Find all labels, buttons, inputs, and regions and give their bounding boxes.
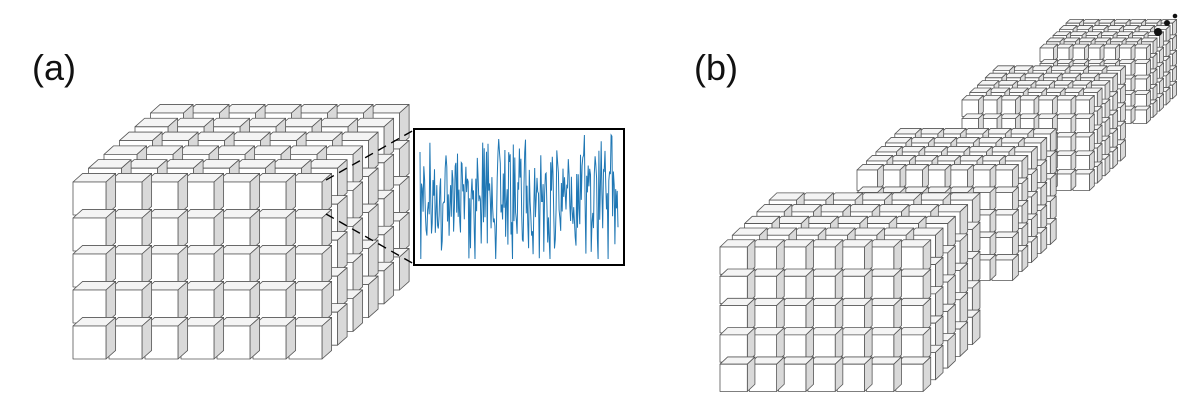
cube: [961, 95, 984, 117]
cube: [998, 95, 1021, 117]
cube: [1086, 43, 1105, 62]
cube: [1101, 43, 1120, 62]
data-cube-a: [72, 104, 410, 360]
cube: [252, 209, 297, 252]
cube: [252, 317, 297, 360]
cube: [1132, 90, 1151, 109]
cube: [1132, 105, 1151, 124]
cube: [72, 245, 117, 288]
cube-front-face: [72, 325, 107, 360]
cube: [288, 209, 333, 252]
dashed-leader-lines: [325, 129, 415, 265]
cube: [1054, 113, 1077, 136]
continuation-dot-3: [1172, 13, 1178, 19]
cube: [144, 173, 189, 216]
cube: [108, 209, 153, 252]
cube: [288, 173, 333, 216]
cube: [980, 95, 1003, 117]
continuation-dot-1: [1154, 28, 1162, 36]
cube: [252, 245, 297, 288]
cube: [144, 281, 189, 324]
cube: [108, 173, 153, 216]
time-series-signal: [419, 133, 619, 260]
data-cube-sequence: [719, 18, 1177, 392]
cube: [72, 173, 117, 216]
cube: [1117, 43, 1136, 62]
cube: [1054, 95, 1077, 117]
cube: [180, 281, 225, 324]
cube: [144, 209, 189, 252]
cube: [1070, 43, 1089, 62]
data-cube-block: [719, 192, 981, 392]
panel-a-label: (a): [32, 47, 76, 88]
cube: [216, 281, 261, 324]
cube: [1072, 95, 1095, 117]
cube: [216, 317, 261, 360]
continuation-dot-2: [1164, 20, 1170, 26]
cube: [1039, 43, 1058, 62]
cube: [1055, 43, 1074, 62]
cube: [1132, 43, 1151, 62]
panel-b: (b): [694, 13, 1178, 392]
cube: [72, 317, 117, 360]
cube: [180, 173, 225, 216]
cube: [1054, 150, 1077, 173]
cube: [72, 281, 117, 324]
cube: [180, 209, 225, 252]
cube: [1132, 59, 1151, 78]
cube: [252, 173, 297, 216]
cube: [216, 173, 261, 216]
signal-inset: [413, 128, 625, 266]
cube: [144, 245, 189, 288]
cube: [1035, 95, 1058, 117]
cube: [1072, 113, 1095, 136]
panel-b-label: (b): [694, 47, 738, 88]
cube: [72, 209, 117, 252]
cube: [1132, 74, 1151, 93]
cube: [108, 281, 153, 324]
cube: [719, 356, 756, 392]
cube: [1017, 95, 1040, 117]
cube: [180, 245, 225, 288]
cube-front-face: [719, 363, 748, 392]
cube: [252, 281, 297, 324]
panel-a: (a): [32, 47, 625, 360]
cube: [144, 317, 189, 360]
